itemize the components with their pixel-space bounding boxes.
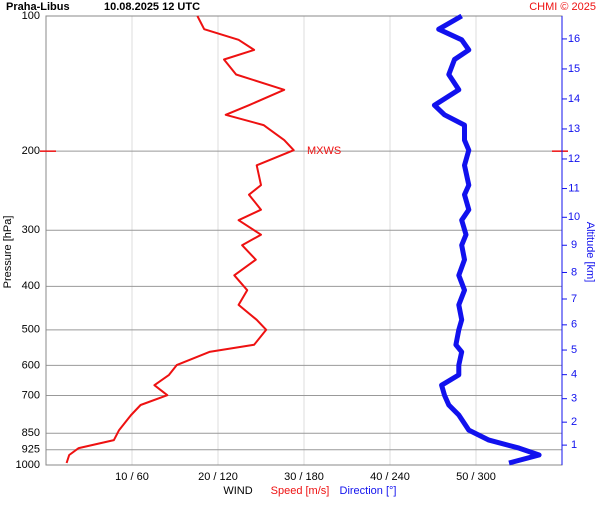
y2-tick-label: 11 [568,182,579,194]
y2-tick-label: 15 [568,63,580,75]
y2-tick-label: 3 [571,393,577,405]
profile-line [431,13,542,466]
y2-tick-label: 8 [571,266,577,278]
x-tick-label: 20 / 120 [198,471,238,483]
chart-subtitle: 10.08.2025 12 UTC [104,1,200,13]
y2-axis-label: Altitude [km] [584,222,596,283]
y2-tick-label: 9 [571,239,577,251]
x-tick-label: 10 / 60 [115,471,149,483]
y2-tick-label: 1 [571,439,577,451]
y-tick-label: 200 [22,145,40,157]
y2-tick-label: 4 [571,369,577,381]
profile-line [65,15,295,464]
credit: CHMI © 2025 [529,1,596,13]
y-tick-label: 100 [22,10,40,22]
y-tick-label: 925 [22,444,40,456]
x-axis-label: WIND [223,485,252,497]
y-tick-label: 300 [22,224,40,236]
y-tick-label: 500 [22,324,40,336]
y-tick-label: 700 [22,389,40,401]
y2-tick-label: 2 [571,416,577,428]
chart-title: Praha-Libus [6,1,70,13]
legend-entry: Direction [°] [340,485,397,497]
y-tick-label: 600 [22,359,40,371]
y-axis-label: Pressure [hPa] [2,216,14,289]
y-tick-label: 400 [22,280,40,292]
y2-tick-label: 16 [568,33,580,45]
y2-tick-label: 14 [568,93,580,105]
y2-tick-label: 13 [568,123,580,135]
x-tick-label: 40 / 240 [370,471,410,483]
y-tick-label: 850 [22,427,40,439]
y2-tick-label: 6 [571,319,577,331]
y2-tick-label: 10 [568,211,580,223]
x-tick-label: 30 / 180 [284,471,324,483]
x-tick-label: 50 / 300 [456,471,496,483]
legend-entry: Speed [m/s] [271,485,330,497]
y2-tick-label: 12 [568,153,580,165]
annotation: MXWS [307,145,341,157]
y-tick-label: 1000 [16,459,40,471]
y2-tick-label: 5 [571,344,577,356]
y2-tick-label: 7 [571,293,577,305]
